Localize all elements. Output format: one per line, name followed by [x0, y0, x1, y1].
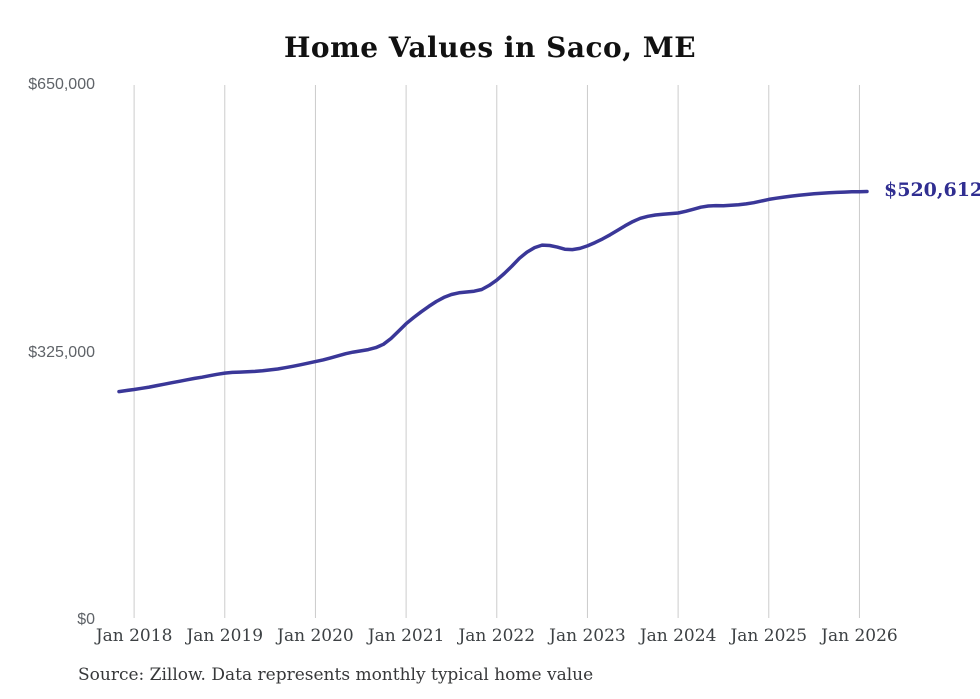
x-axis-tick-label: Jan 2025 — [730, 626, 808, 646]
y-axis-tick-label: $650,000 — [28, 76, 95, 93]
source-note: Source: Zillow. Data represents monthly … — [78, 665, 594, 685]
x-axis-tick-label: Jan 2023 — [549, 626, 626, 646]
x-axis-tick-label: Jan 2024 — [639, 626, 717, 646]
x-axis-tick-label: Jan 2020 — [277, 626, 354, 646]
y-axis-tick-label: $325,000 — [28, 343, 95, 361]
x-axis-tick-label: Jan 2018 — [95, 626, 173, 646]
x-axis-tick-label: Jan 2022 — [458, 626, 536, 646]
chart-title: Home Values in Saco, ME — [283, 31, 697, 64]
home-value-line — [117, 189, 869, 394]
end-value-label: $520,612 — [884, 179, 980, 202]
y-axis-tick-label: $0 — [77, 611, 95, 628]
x-axis-tick-label: Jan 2021 — [367, 626, 445, 646]
x-axis-tick-label: Jan 2026 — [821, 626, 898, 646]
x-axis-labels: Jan 2018 Jan 2019 Jan 2020 Jan 2021 Jan 2022… — [0, 626, 980, 650]
x-axis-tick-label: Jan 2019 — [186, 626, 264, 646]
